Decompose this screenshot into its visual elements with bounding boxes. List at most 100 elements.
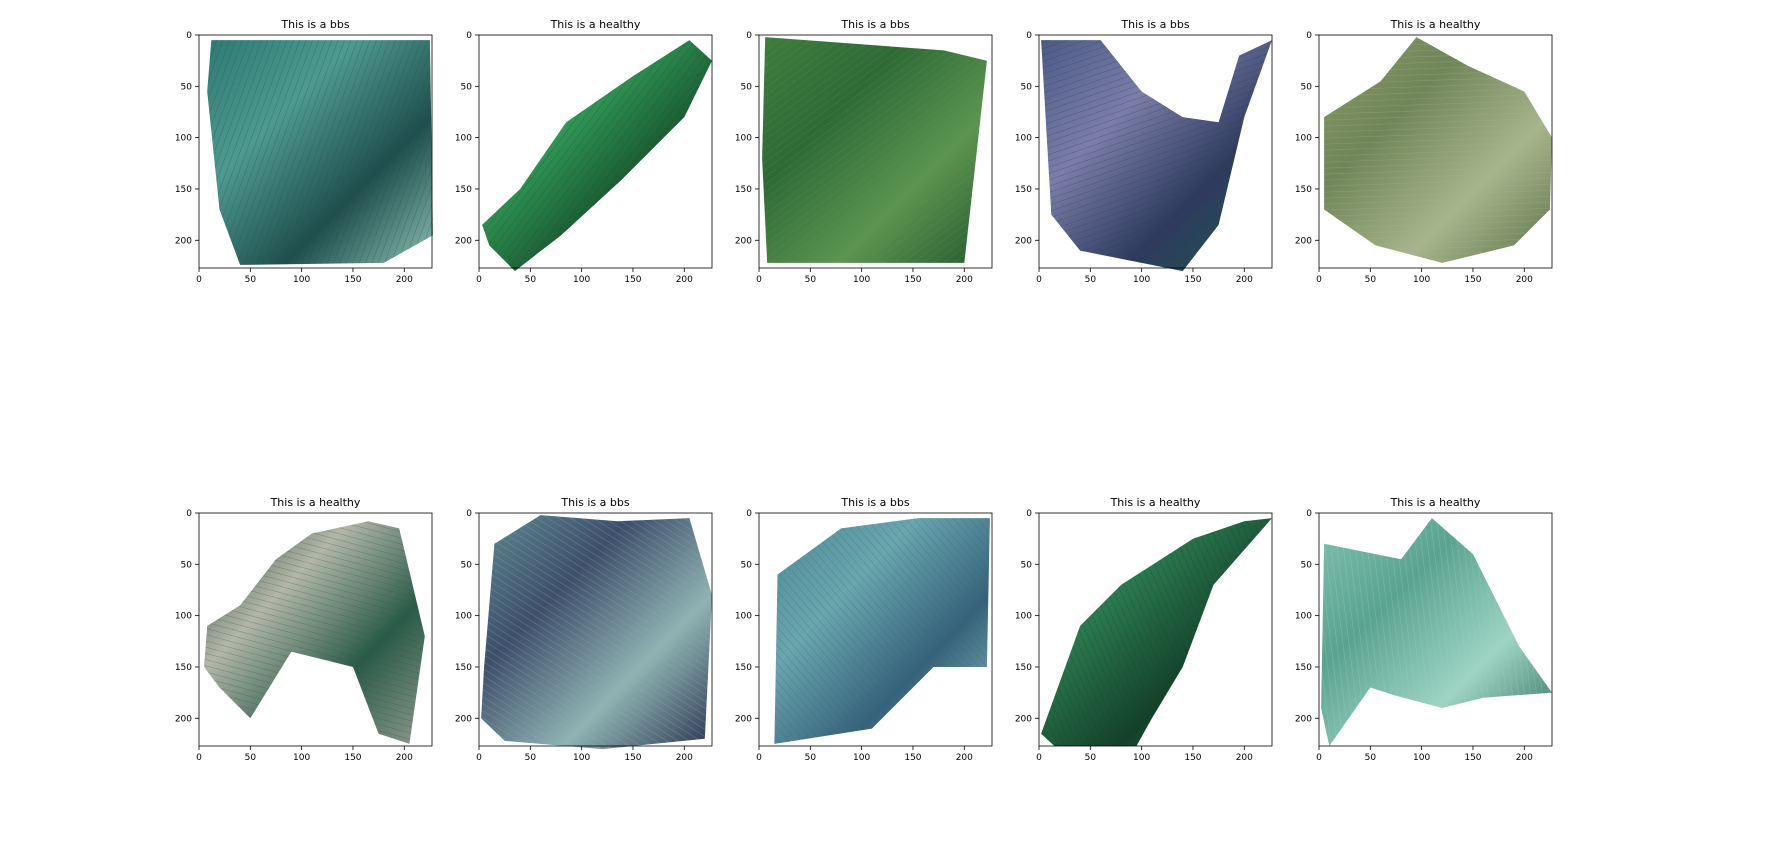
x-tick-label: 200	[1236, 275, 1253, 285]
y-tick-label: 200	[455, 714, 472, 724]
subplot-1: This is a bbs 0 50 100 150 200 0 50 100 150 200	[175, 18, 479, 288]
x-tick-label: 100	[853, 753, 870, 763]
axes-frame	[1318, 512, 1553, 747]
y-tick-label: 0	[746, 509, 752, 519]
y-tick-label: 0	[1306, 31, 1312, 41]
y-tick-label: 150	[1015, 663, 1032, 673]
y-tick-label: 0	[186, 509, 192, 519]
y-tick-label: 50	[1021, 82, 1033, 92]
y-tick-label: 50	[461, 560, 473, 570]
subplot-3: This is a bbs 0 50 100 150 200 0 50 100 150 200	[735, 18, 1039, 288]
subplot-title: This is a healthy	[1110, 496, 1201, 509]
y-tick-label: 100	[455, 134, 472, 144]
x-tick-label: 200	[676, 753, 693, 763]
axes-frame	[758, 34, 993, 269]
y-tick-label: 100	[175, 134, 192, 144]
y-tick-label: 200	[735, 714, 752, 724]
subplot-axes: 0 50 100 150 200 0 50 100 150 200	[1015, 31, 1273, 285]
x-tick-label: 150	[1184, 753, 1201, 763]
subplot-axes: 0 50 100 150 200 0 50 100 150 200	[1295, 31, 1553, 285]
x-tick-label: 50	[1085, 753, 1097, 763]
y-tick-label: 150	[735, 185, 752, 195]
y-tick-label: 50	[741, 82, 753, 92]
y-tick-label: 0	[466, 31, 472, 41]
leaf-veins	[1324, 37, 1552, 263]
leaf-veins	[1321, 518, 1552, 746]
y-tick-label: 0	[1026, 509, 1032, 519]
x-tick-label: 50	[1085, 275, 1097, 285]
y-tick-label: 150	[1295, 663, 1312, 673]
y-tick-label: 200	[175, 236, 192, 246]
y-tick-label: 150	[455, 185, 472, 195]
x-tick-label: 150	[1184, 275, 1201, 285]
subplot-6: This is a healthy 0 50 100 150 200 0 50 100 150 20…	[175, 496, 479, 766]
y-tick-label: 200	[1295, 236, 1312, 246]
subplot-axes: 0 50 100 150 200 0 50 100 150 200	[735, 509, 993, 763]
subplot-axes: 0 50 100 150 200 0 50 100 150 200	[1015, 509, 1273, 763]
x-tick-label: 150	[904, 753, 921, 763]
y-tick-label: 200	[175, 714, 192, 724]
leaf-veins	[774, 518, 990, 744]
subplot-7: This is a bbs 0 50 100 150 200 0 50 100 150 200	[455, 496, 759, 766]
x-tick-label: 100	[1413, 275, 1430, 285]
y-tick-label: 100	[735, 134, 752, 144]
x-tick-label: 100	[853, 275, 870, 285]
y-tick-label: 100	[735, 612, 752, 622]
leaf-veins	[1041, 518, 1272, 746]
y-tick-label: 150	[175, 185, 192, 195]
subplot-8: This is a bbs 0 50 100 150 200 0 50 100 150 200	[735, 496, 1039, 766]
y-tick-label: 0	[186, 31, 192, 41]
x-tick-label: 0	[1316, 753, 1322, 763]
y-tick-label: 50	[1301, 82, 1313, 92]
subplot-axes: 0 50 100 150 200 0 50 100 150 200	[175, 31, 433, 285]
y-tick-label: 150	[1295, 185, 1312, 195]
x-tick-label: 200	[1516, 753, 1533, 763]
subplot-title: This is a healthy	[270, 496, 361, 509]
y-tick-label: 50	[181, 82, 193, 92]
x-tick-label: 150	[1464, 753, 1481, 763]
axes-frame	[758, 512, 993, 747]
subplot-9: This is a healthy 0 50 100 150 200 0 50 100 150 20…	[1015, 496, 1319, 766]
y-tick-label: 100	[1015, 134, 1032, 144]
subplot-4: This is a bbs 0 50 100 150 200 0 50 100 150 200	[1015, 18, 1319, 288]
x-tick-label: 150	[344, 275, 361, 285]
x-tick-label: 200	[676, 275, 693, 285]
subplot-title: This is a bbs	[1121, 18, 1190, 31]
x-tick-label: 0	[196, 753, 202, 763]
y-tick-label: 200	[1015, 236, 1032, 246]
y-tick-label: 50	[741, 560, 753, 570]
x-tick-label: 50	[1365, 275, 1377, 285]
x-tick-label: 0	[1316, 275, 1322, 285]
y-tick-label: 100	[1295, 612, 1312, 622]
x-tick-label: 100	[573, 275, 590, 285]
y-tick-label: 200	[1015, 714, 1032, 724]
leaf-veins	[762, 37, 987, 263]
x-tick-label: 200	[1516, 275, 1533, 285]
axes-frame	[478, 512, 713, 747]
axes-frame	[478, 34, 713, 269]
x-tick-label: 100	[1133, 753, 1150, 763]
x-tick-label: 200	[396, 753, 413, 763]
y-tick-label: 100	[1015, 612, 1032, 622]
subplot-title: This is a bbs	[561, 496, 630, 509]
x-tick-label: 150	[344, 753, 361, 763]
y-tick-label: 0	[1026, 31, 1032, 41]
subplot-2: This is a healthy 0 50 100 150 200 0 50 100 150 20…	[455, 18, 759, 288]
leaf-veins	[481, 515, 712, 750]
axes-frame	[1038, 34, 1273, 269]
axes-frame	[1318, 34, 1553, 269]
x-tick-label: 0	[756, 275, 762, 285]
x-tick-label: 100	[573, 753, 590, 763]
y-tick-label: 50	[181, 560, 193, 570]
x-tick-label: 100	[1413, 753, 1430, 763]
x-tick-label: 50	[1365, 753, 1377, 763]
y-tick-label: 150	[455, 663, 472, 673]
y-tick-label: 0	[466, 509, 472, 519]
axes-frame	[198, 512, 433, 747]
subplot-title: This is a healthy	[550, 18, 641, 31]
x-tick-label: 150	[1464, 275, 1481, 285]
axes-frame	[1038, 512, 1273, 747]
x-tick-label: 100	[293, 753, 310, 763]
x-tick-label: 50	[525, 753, 537, 763]
